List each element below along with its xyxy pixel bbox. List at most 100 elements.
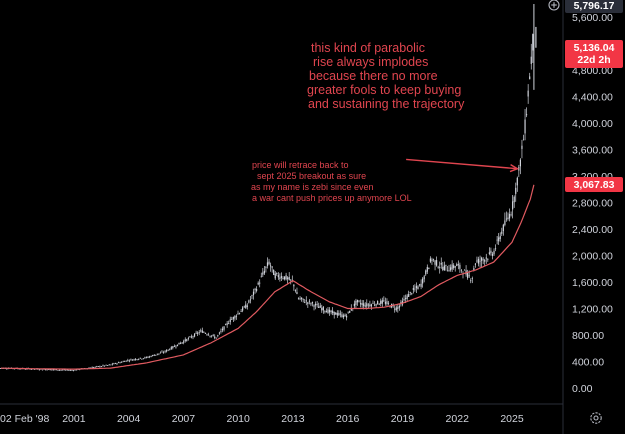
candle-body	[370, 304, 373, 307]
candle-body	[358, 300, 360, 302]
candle-body	[387, 302, 390, 304]
candle-body	[491, 253, 494, 256]
time-axis[interactable]: 02 Feb '98 2001 2004 2007 2010 2013 2016 2019 20…	[0, 413, 524, 425]
candle-body	[257, 282, 259, 285]
candle-body	[232, 316, 234, 320]
candle-body	[307, 302, 309, 305]
candle-body	[423, 276, 425, 280]
y-tick-label: 1,200.00	[572, 304, 613, 316]
candle-body	[138, 359, 140, 360]
candle-body	[122, 361, 124, 363]
x-tick-label: 2022	[446, 413, 470, 425]
candle-body	[209, 335, 211, 337]
candle-body	[487, 258, 489, 260]
annotation-line: as my name is zebi since even	[251, 182, 374, 192]
annotation-arrow[interactable]	[406, 158, 520, 173]
candle-body	[394, 308, 396, 310]
candle-body	[436, 260, 438, 266]
candle-body	[493, 250, 495, 255]
candle-body	[467, 272, 469, 278]
annotation-retrace[interactable]: price will retrace back to sept 2025 bre…	[251, 160, 412, 203]
y-tick-label: 4,000.00	[572, 118, 613, 130]
candle-body	[190, 336, 193, 338]
candle-body	[170, 347, 172, 350]
candle-body	[99, 366, 101, 367]
candle-body	[516, 177, 518, 186]
candle-body	[119, 362, 121, 364]
candle-body	[417, 286, 419, 290]
candle-body	[211, 335, 213, 337]
candle-body	[408, 294, 410, 297]
candle-body	[425, 270, 427, 275]
candle-body	[322, 306, 324, 311]
candle-body	[366, 303, 368, 307]
candle-body	[172, 346, 174, 348]
candle-body	[108, 364, 110, 366]
candle-body	[235, 315, 238, 317]
candle-body	[231, 319, 233, 320]
candle-body	[237, 313, 239, 315]
candle-body	[459, 264, 461, 269]
candle-body	[293, 284, 295, 287]
candle-body	[364, 305, 366, 307]
candle-body	[51, 369, 53, 371]
candle-body	[288, 276, 290, 280]
candle-body	[117, 362, 120, 364]
gear-icon-inner	[593, 415, 599, 421]
candle-body	[415, 286, 418, 289]
x-tick-label: 2001	[62, 413, 86, 425]
price-axis[interactable]: 5,600.005,200.004,800.004,400.004,000.00…	[572, 12, 613, 395]
candle-body	[518, 166, 520, 171]
candle-body	[501, 231, 503, 234]
candle-body	[150, 356, 152, 357]
high-price-tag-box	[565, 0, 623, 13]
ma-price-tag-box	[565, 177, 623, 192]
high-price-label: 5,796.17	[574, 0, 615, 12]
x-tick-label: 2010	[227, 413, 251, 425]
y-tick-label: 0.00	[572, 383, 593, 395]
candle-body	[473, 268, 475, 271]
candle-body	[488, 252, 490, 254]
candle-body	[66, 369, 68, 371]
candle-body	[414, 288, 416, 290]
y-tick-label: 3,600.00	[572, 145, 613, 157]
candle-body	[294, 290, 297, 292]
candle-body	[448, 270, 450, 272]
candle-body	[375, 304, 377, 306]
candle-body	[502, 224, 504, 232]
candle-body	[304, 302, 306, 303]
candle-body	[327, 309, 329, 314]
candle-body	[420, 283, 422, 287]
candle-body	[94, 366, 96, 368]
candle-body	[314, 303, 317, 306]
annotation-parabolic[interactable]: this kind of parabolic rise always implo…	[307, 41, 465, 111]
candle-body	[72, 370, 75, 372]
candle-body	[176, 344, 179, 347]
candle-body	[324, 310, 326, 312]
candle-body	[290, 279, 292, 281]
arrow-head	[509, 164, 520, 173]
candle-body	[204, 333, 207, 334]
gear-icon[interactable]	[590, 412, 602, 424]
candle-body	[167, 349, 169, 351]
plus-circle-icon[interactable]	[548, 0, 560, 11]
candle-body	[279, 277, 281, 279]
candle-body	[159, 352, 162, 354]
candle-body	[200, 330, 202, 332]
candle-body	[330, 310, 332, 313]
candle-body	[166, 350, 168, 352]
candle-body	[234, 315, 236, 319]
candle-body	[449, 267, 452, 271]
candle-body	[432, 259, 435, 261]
candle-body	[369, 304, 371, 307]
candle-body	[440, 263, 442, 265]
candle-body	[494, 248, 497, 250]
candle-body	[121, 361, 123, 363]
y-tick-label: 1,600.00	[572, 277, 613, 289]
candle-body	[96, 366, 98, 368]
candle-body	[285, 275, 287, 280]
candle-body	[69, 369, 72, 371]
candle-body	[124, 361, 126, 362]
moving-average-line	[0, 184, 535, 370]
